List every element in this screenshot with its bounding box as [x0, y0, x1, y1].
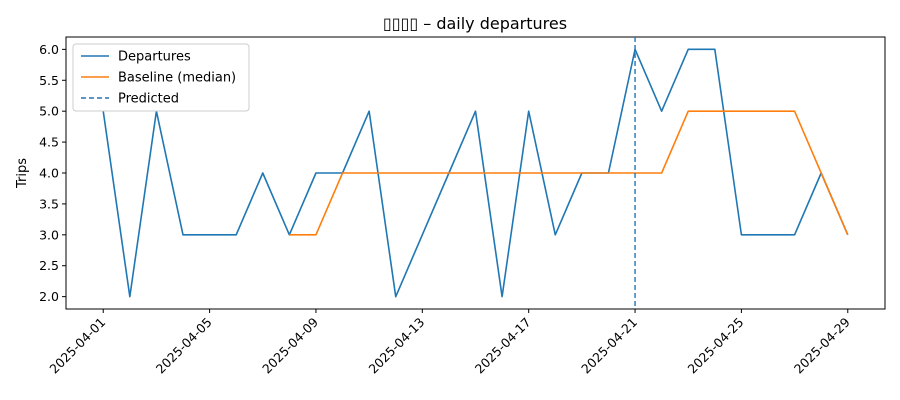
y-axis: 2.0 2.5 3.0 3.5 4.0 4.5 5.0 5.5 6.0	[39, 42, 66, 304]
y-tick-label: 2.0	[39, 289, 59, 304]
x-tick-label: 2025-04-21	[578, 315, 640, 377]
y-tick-label: 4.0	[39, 166, 59, 181]
series-layer	[102, 48, 849, 298]
legend-label: Departures	[118, 50, 191, 65]
x-axis: 2025-04-01 2025-04-05 2025-04-09 2025-04-13…	[46, 309, 853, 376]
x-tick-label: 2025-04-01	[46, 315, 108, 377]
series-line-1	[289, 110, 849, 236]
legend-label: Predicted	[118, 92, 179, 107]
y-tick-label: 6.0	[39, 42, 59, 57]
legend-box	[72, 43, 250, 112]
y-axis-label: Trips	[15, 158, 30, 189]
y-tick-label: 2.5	[39, 258, 59, 273]
x-tick-label: 2025-04-05	[153, 315, 215, 377]
chart-title: ▯▯▯▯ – daily departures	[383, 14, 567, 33]
y-tick-label: 5.5	[39, 73, 59, 88]
y-tick-label: 5.0	[39, 104, 59, 119]
legend-label: Baseline (median)	[118, 71, 236, 86]
x-tick-label: 2025-04-29	[791, 314, 853, 376]
x-tick-label: 2025-04-13	[365, 315, 427, 377]
x-tick-label: 2025-04-09	[259, 314, 321, 376]
legend: Departures Baseline (median) Predicted	[72, 43, 250, 112]
y-tick-label: 3.5	[39, 196, 59, 211]
y-tick-label: 3.0	[39, 227, 59, 242]
x-tick-label: 2025-04-25	[685, 315, 747, 377]
x-tick-label: 2025-04-17	[472, 315, 534, 377]
y-tick-label: 4.5	[39, 135, 59, 150]
